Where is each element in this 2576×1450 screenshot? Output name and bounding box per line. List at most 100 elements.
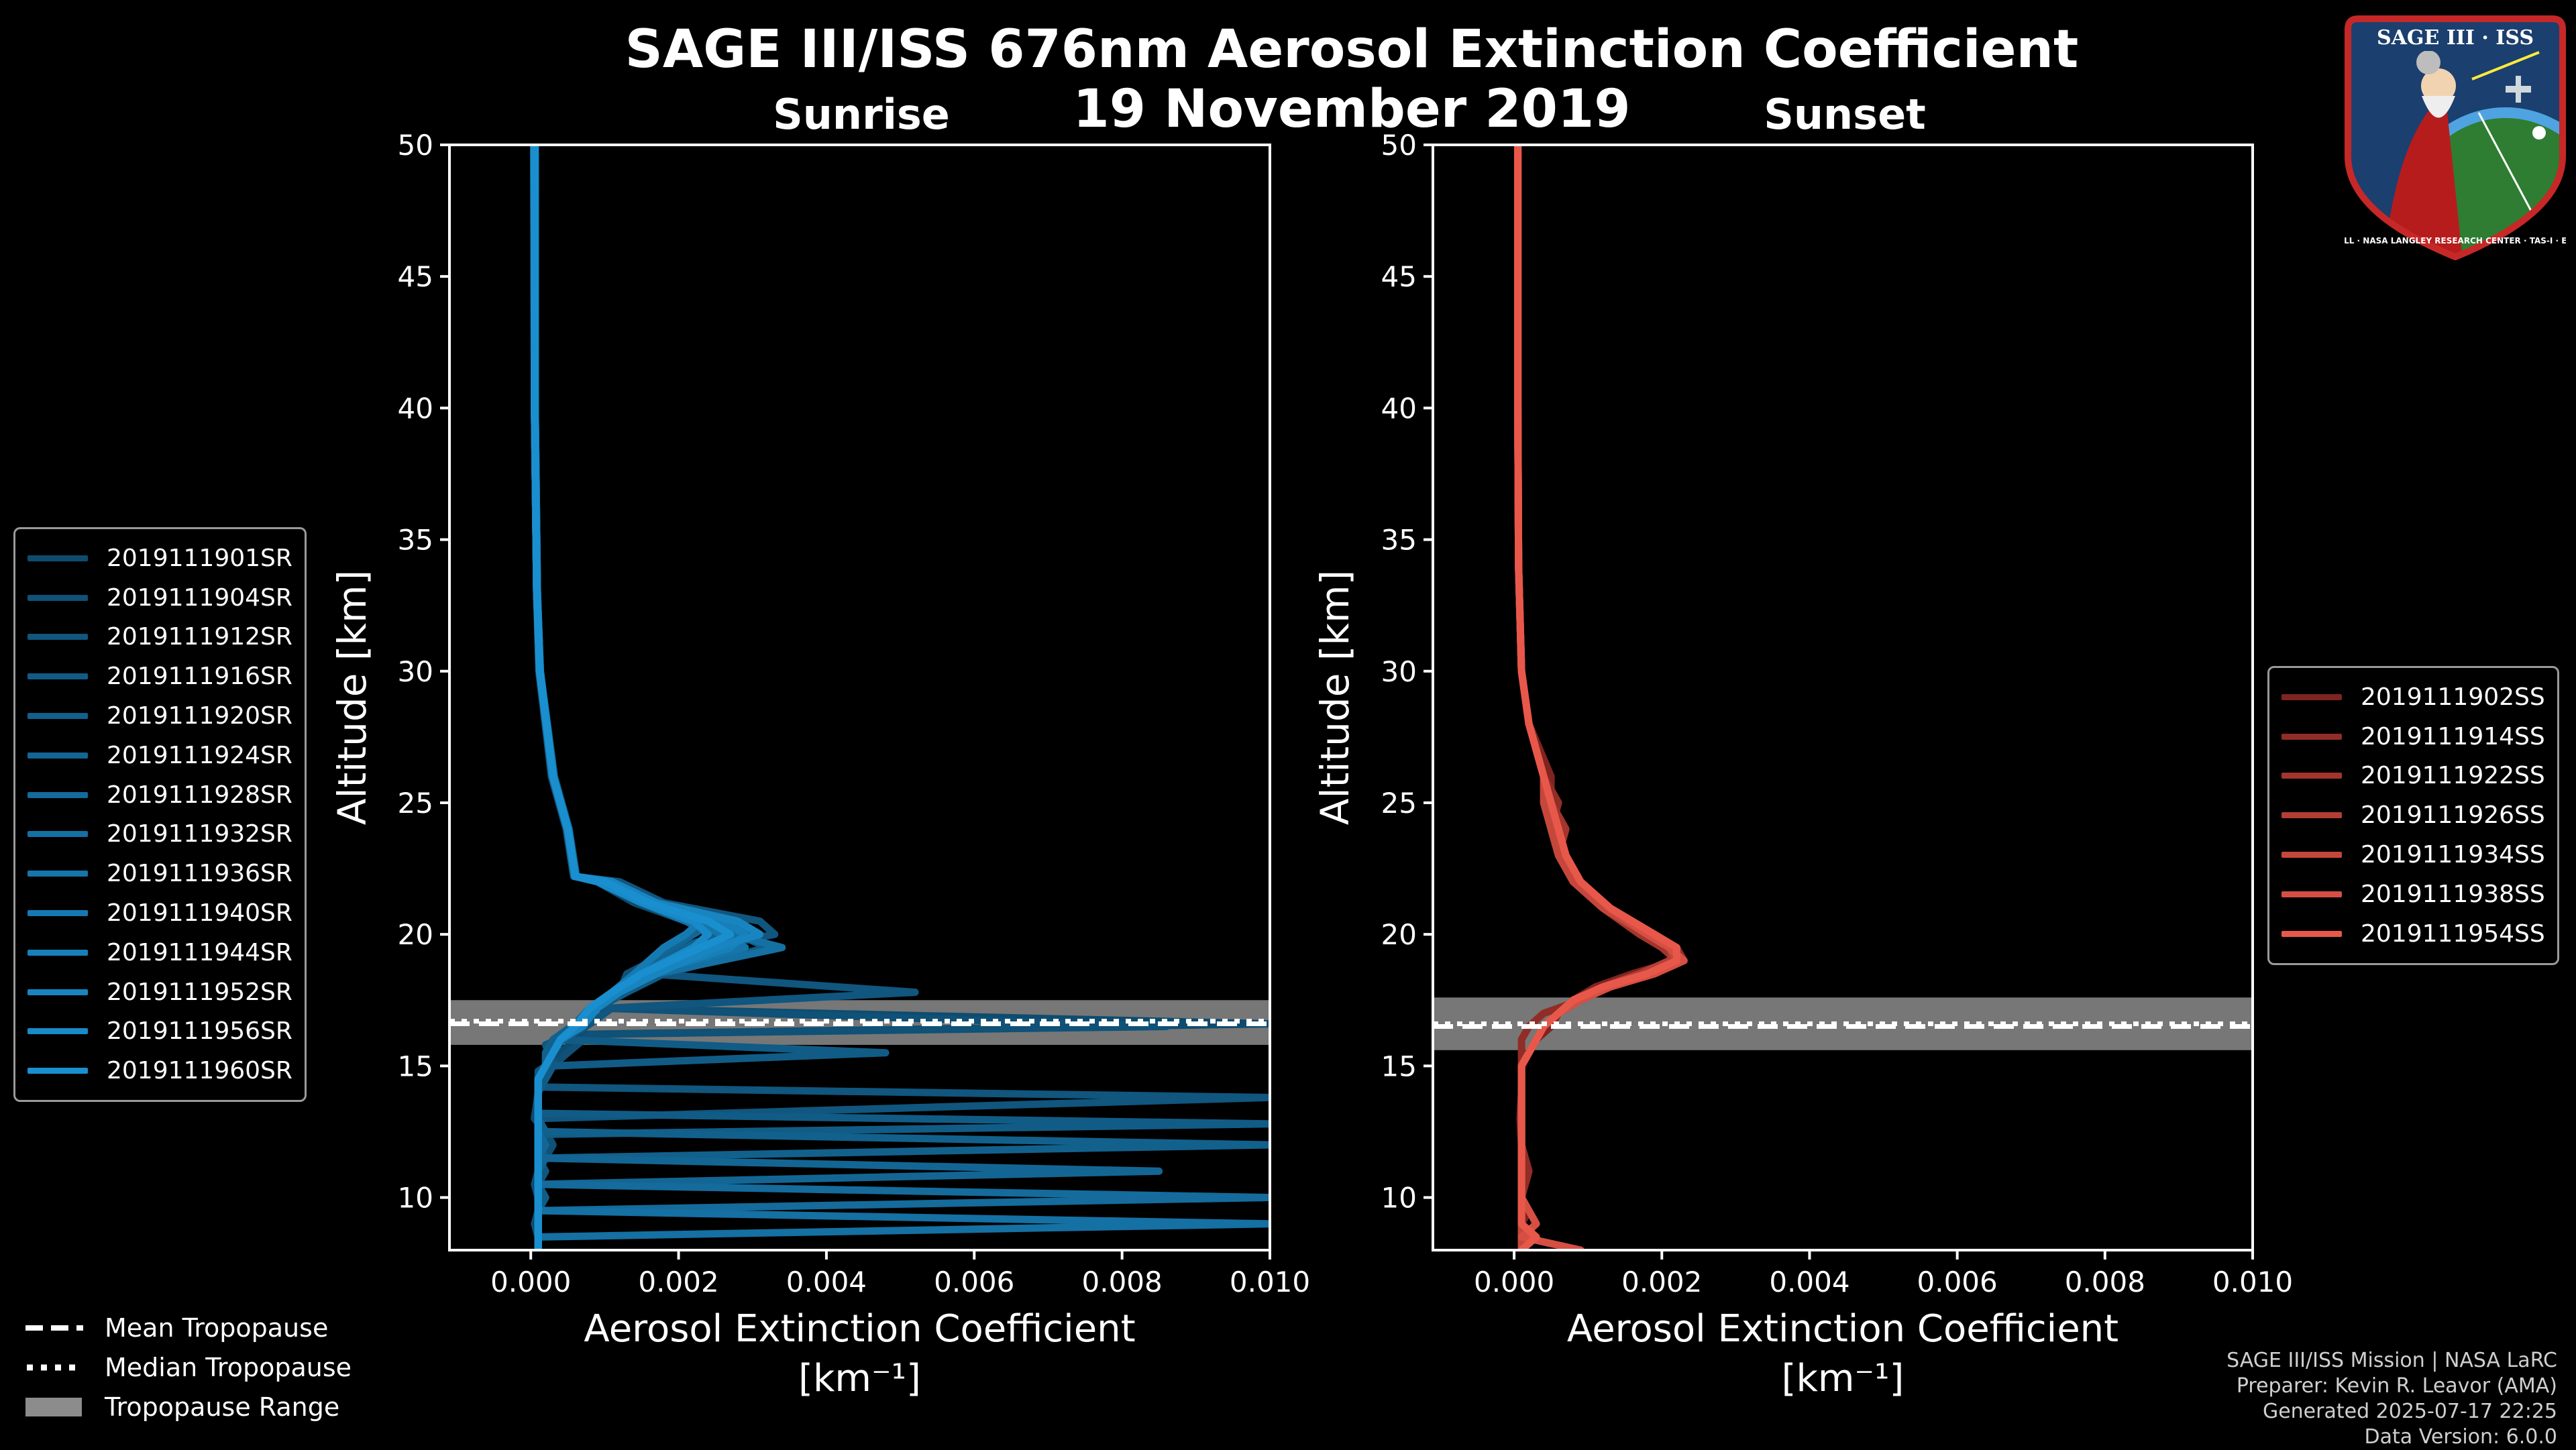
legend-entry-2019111922SS: 2019111922SS: [2282, 757, 2545, 796]
series-line-2019111901SR: [531, 145, 1270, 1250]
legend-label: 2019111936SR: [107, 860, 292, 888]
sunrise-x-axis-unit: [km⁻¹]: [798, 1357, 921, 1400]
sunrise-plot-area: [449, 145, 1270, 1250]
legend-label: 2019111932SR: [107, 820, 292, 848]
legend-entry-2019111960SR: 2019111960SR: [28, 1051, 292, 1091]
legend-label: 2019111916SR: [107, 663, 292, 691]
legend-entry-2019111940SR: 2019111940SR: [28, 893, 292, 933]
legend-entry-2019111914SS: 2019111914SS: [2282, 717, 2545, 757]
series-line-2019111912SR: [530, 145, 1270, 1250]
series-line-2019111922SS: [1514, 145, 1680, 1250]
legend-entry-2019111932SR: 2019111932SR: [28, 815, 292, 854]
sunset-axes-frame: [1432, 144, 2254, 1251]
dashed-line-icon: [25, 1325, 83, 1331]
range-swatch-icon: [25, 1397, 82, 1416]
chart-date: 19 November 2019: [1073, 79, 1631, 140]
legend-label: 2019111944SR: [107, 938, 292, 966]
y-tick-label: 15: [1381, 1050, 1417, 1082]
y-tick-label: 20: [398, 918, 433, 951]
legend-label: 2019111960SR: [107, 1057, 292, 1085]
legend-entry-2019111944SR: 2019111944SR: [28, 933, 292, 972]
y-tick-label: 50: [398, 129, 433, 162]
series-line-2019111938SS: [1514, 145, 1688, 1250]
legend-entry-2019111916SR: 2019111916SR: [28, 657, 292, 696]
legend-label: 2019111922SS: [2361, 762, 2545, 790]
sunset-panel-title: Sunset: [1764, 90, 1926, 139]
sunset-y-axis-label: Altitude [km]: [1312, 570, 1358, 825]
legend-swatch: [28, 949, 88, 956]
legend-label: 2019111901SR: [107, 544, 292, 572]
legend-label: 2019111956SR: [107, 1017, 292, 1046]
y-tick-label: 25: [1381, 787, 1417, 820]
legend-entry-2019111934SS: 2019111934SS: [2282, 835, 2545, 875]
series-line-2019111904SR: [531, 145, 1171, 1250]
legend-swatch: [2282, 733, 2342, 740]
y-tick-label: 35: [398, 524, 433, 557]
sunrise-legend: 2019111901SR 2019111904SR 2019111912SR 2019…: [13, 527, 307, 1103]
legend-label: 2019111904SR: [107, 583, 292, 612]
legend-label: 2019111902SS: [2361, 683, 2545, 711]
legend-swatch: [28, 871, 88, 877]
legend-entry-2019111912SR: 2019111912SR: [28, 618, 292, 657]
x-tick-label: 0.008: [1082, 1266, 1163, 1298]
y-tick-label: 10: [1381, 1182, 1417, 1215]
legend-label: Mean Tropopause: [105, 1313, 329, 1343]
legend-label: 2019111954SS: [2361, 919, 2545, 948]
series-line-2019111914SS: [1514, 145, 1688, 1250]
legend-label: Median Tropopause: [105, 1352, 352, 1382]
legend-swatch: [2282, 852, 2342, 858]
legend-swatch: [28, 594, 88, 601]
legend-label: 2019111914SS: [2361, 722, 2545, 750]
credit-line: Data Version: 6.0.0: [2364, 1425, 2557, 1449]
legend-mean-tropopause: Mean Tropopause: [24, 1308, 352, 1347]
y-tick-label: 50: [1381, 129, 1417, 162]
sage-iii-iss-logo: SAGE III · ISS BALL · NASA LANGLEY RESEA…: [2345, 15, 2566, 260]
series-line-2019111926SS: [1514, 145, 1680, 1250]
x-tick-label: 0.010: [2212, 1266, 2293, 1298]
y-tick-label: 20: [1381, 918, 1417, 951]
legend-swatch: [28, 1028, 88, 1035]
tropopause-legend: Mean Tropopause Median Tropopause Tropop…: [24, 1308, 352, 1427]
credit-line: SAGE III/ISS Mission | NASA LaRC: [2226, 1349, 2557, 1372]
logo-top-text: SAGE III · ISS: [2377, 26, 2534, 50]
legend-entry-2019111952SR: 2019111952SR: [28, 972, 292, 1012]
y-tick-label: 30: [1381, 655, 1417, 688]
legend-swatch: [28, 713, 88, 720]
legend-label: 2019111938SS: [2361, 880, 2545, 908]
legend-swatch: [28, 831, 88, 838]
x-tick-label: 0.004: [786, 1266, 867, 1298]
legend-swatch: [28, 752, 88, 759]
x-tick-label: 0.004: [1769, 1266, 1849, 1298]
series-line-2019111920SR: [531, 145, 1270, 1250]
legend-label: 2019111940SR: [107, 899, 292, 928]
legend-swatch: [2282, 930, 2342, 937]
legend-swatch: [28, 910, 88, 917]
sunrise-x-axis-label: Aerosol Extinction Coefficient: [584, 1307, 1135, 1351]
series-line-2019111924SR: [531, 145, 1163, 1250]
series-line-2019111916SR: [531, 145, 1270, 1250]
legend-entry-2019111904SR: 2019111904SR: [28, 578, 292, 618]
y-tick-label: 40: [398, 392, 433, 425]
series-line-2019111934SS: [1514, 145, 1680, 1250]
credit-line: Preparer: Kevin R. Leavor (AMA): [2236, 1374, 2557, 1398]
legend-swatch: [2282, 773, 2342, 779]
legend-swatch: [2282, 891, 2342, 897]
y-tick-label: 30: [398, 655, 433, 688]
credits: SAGE III/ISS Mission | NASA LaRC Prepare…: [2226, 1348, 2557, 1450]
legend-entry-2019111926SS: 2019111926SS: [2282, 795, 2545, 835]
legend-label: 2019111928SR: [107, 781, 292, 809]
y-tick-label: 45: [1381, 260, 1417, 293]
legend-entry-2019111938SS: 2019111938SS: [2282, 875, 2545, 914]
logo-bottom-text: BALL · NASA LANGLEY RESEARCH CENTER · TA…: [2345, 236, 2566, 245]
legend-label: 2019111952SR: [107, 978, 292, 1006]
y-tick-label: 25: [398, 787, 433, 820]
legend-entry-2019111956SR: 2019111956SR: [28, 1012, 292, 1052]
legend-swatch: [2282, 812, 2342, 819]
y-tick-label: 45: [398, 260, 433, 293]
y-tick-label: 15: [398, 1050, 433, 1082]
legend-swatch: [28, 1068, 88, 1074]
y-tick-label: 35: [1381, 524, 1417, 557]
sunset-x-axis-label: Aerosol Extinction Coefficient: [1567, 1307, 2118, 1351]
legend-swatch: [28, 791, 88, 798]
